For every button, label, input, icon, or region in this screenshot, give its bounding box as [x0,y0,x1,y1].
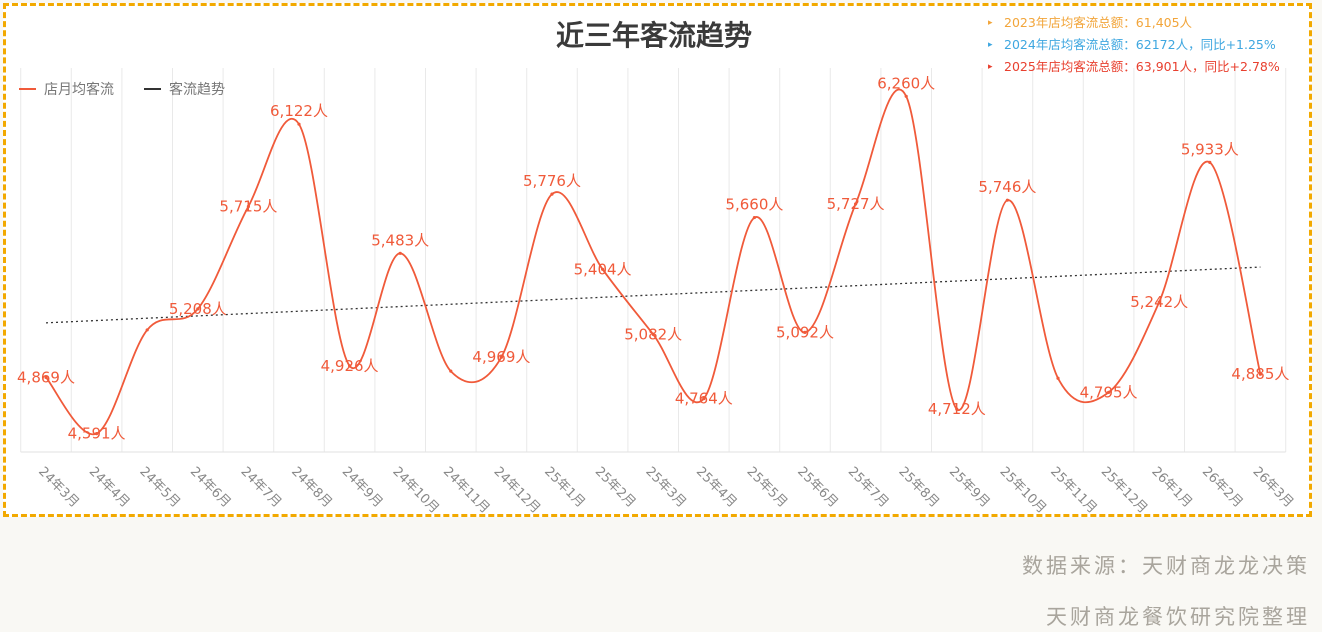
x-tick-label: 26年1月 [1148,464,1195,511]
data-point [196,307,200,311]
data-point [499,355,503,359]
data-point [1208,160,1212,164]
data-label: 4,712人 [928,400,986,418]
legend: 店月均客流 客流趋势 [19,81,225,98]
data-point [246,204,250,209]
data-point [1107,390,1111,394]
x-tick-label: 24年9月 [339,464,386,511]
x-tick-label: 24年7月 [238,464,285,511]
data-label: 6,122人 [270,102,328,120]
annotation-bullet: ▸ [988,62,993,72]
trend-line [45,266,1261,324]
x-tick-label: 25年8月 [895,464,942,511]
data-label: 5,082人 [624,325,682,343]
data-label: 4,591人 [68,425,126,443]
data-label: 5,208人 [169,300,227,318]
data-point [44,375,48,380]
data-label: 4,885人 [1231,365,1289,383]
data-point [651,332,655,336]
x-tick-label: 25年10月 [997,464,1049,514]
data-label: 4,869人 [17,368,75,386]
data-point [803,330,807,334]
data-label: 5,242人 [1130,293,1188,311]
x-tick-label: 25年11月 [1047,464,1099,514]
x-tick-label: 25年2月 [592,464,639,511]
data-label: 4,969人 [472,348,530,366]
data-label: 5,483人 [371,231,429,249]
data-label: 5,727人 [827,195,885,213]
annotation-text: 2023年店均客流总额：61,405人 [1004,15,1193,30]
data-label: 5,933人 [1181,140,1239,158]
data-point [1157,300,1161,304]
x-tick-label: 25年4月 [693,464,740,511]
x-tick-label: 26年2月 [1199,464,1246,511]
data-point [752,215,757,220]
annotations: ▸ 2023年店均客流总额：61,405人 ▸ 2024年店均客流总额：62172人，… [988,15,1280,74]
data-label: 5,776人 [523,172,581,190]
x-tick-label: 25年5月 [744,464,791,511]
x-tick-label: 24年11月 [440,464,492,514]
source-note: 数据来源：天财商龙龙决策 [1022,554,1310,578]
legend-label-series: 店月均客流 [44,81,114,98]
data-label: 5,715人 [219,197,277,215]
annotation-bullet: ▸ [988,40,993,50]
chart-frame: 4,869人 4,591人 5,208人 5,715人 6,122人 4,926人 5,48… [3,3,1312,517]
annotation-bullet: ▸ [988,18,993,28]
chart-title: 近三年客流趋势 [556,19,752,52]
x-tick-label: 25年7月 [845,464,892,511]
data-point [702,397,706,401]
x-tick-label: 24年4月 [86,464,133,511]
x-tick-label: 24年3月 [35,464,82,511]
credit-note: 天财商龙餐饮研究院整理 [1046,605,1310,629]
data-point [955,407,959,411]
x-tick-label: 25年9月 [946,464,993,511]
data-label: 4,795人 [1080,383,1138,401]
data-point [297,122,301,126]
data-label: 5,092人 [776,323,834,341]
series-line [45,88,1262,436]
line-chart: 4,869人 4,591人 5,208人 5,715人 6,122人 4,926人 5,48… [17,15,1297,514]
data-label: 4,764人 [675,390,733,408]
annotation-text: 2024年店均客流总额：62172人，同比+1.25% [1004,37,1276,52]
data-point [854,202,858,206]
data-point [550,192,554,196]
data-label: 5,746人 [978,178,1036,196]
data-label: 5,660人 [725,196,783,214]
x-tick-label: 25年6月 [794,464,841,511]
data-point [1056,376,1060,380]
data-point [1258,372,1262,376]
data-point [145,328,149,332]
x-tick-label: 25年12月 [1098,464,1150,514]
data-point [601,267,605,271]
x-tick-label: 24年12月 [491,464,543,514]
data-point [449,369,453,373]
data-point [904,94,908,98]
x-tick-label: 26年3月 [1250,464,1297,511]
x-tick-label: 24年8月 [288,464,335,511]
legend-label-trend: 客流趋势 [169,81,225,98]
data-label: 4,926人 [321,357,379,375]
x-tick-label: 24年6月 [187,464,234,511]
data-point [398,251,402,255]
data-point [95,432,99,436]
x-tick-label: 25年3月 [642,464,689,511]
x-tick-label: 24年5月 [136,464,183,511]
data-point [1005,198,1010,202]
data-label: 5,404人 [574,260,632,278]
annotation-text: 2025年店均客流总额：63,901人，同比+2.78% [1004,59,1280,74]
x-tick-label: 24年10月 [389,464,441,514]
data-point [348,364,352,368]
data-label: 6,260人 [877,74,935,92]
x-tick-label: 25年1月 [541,464,588,511]
